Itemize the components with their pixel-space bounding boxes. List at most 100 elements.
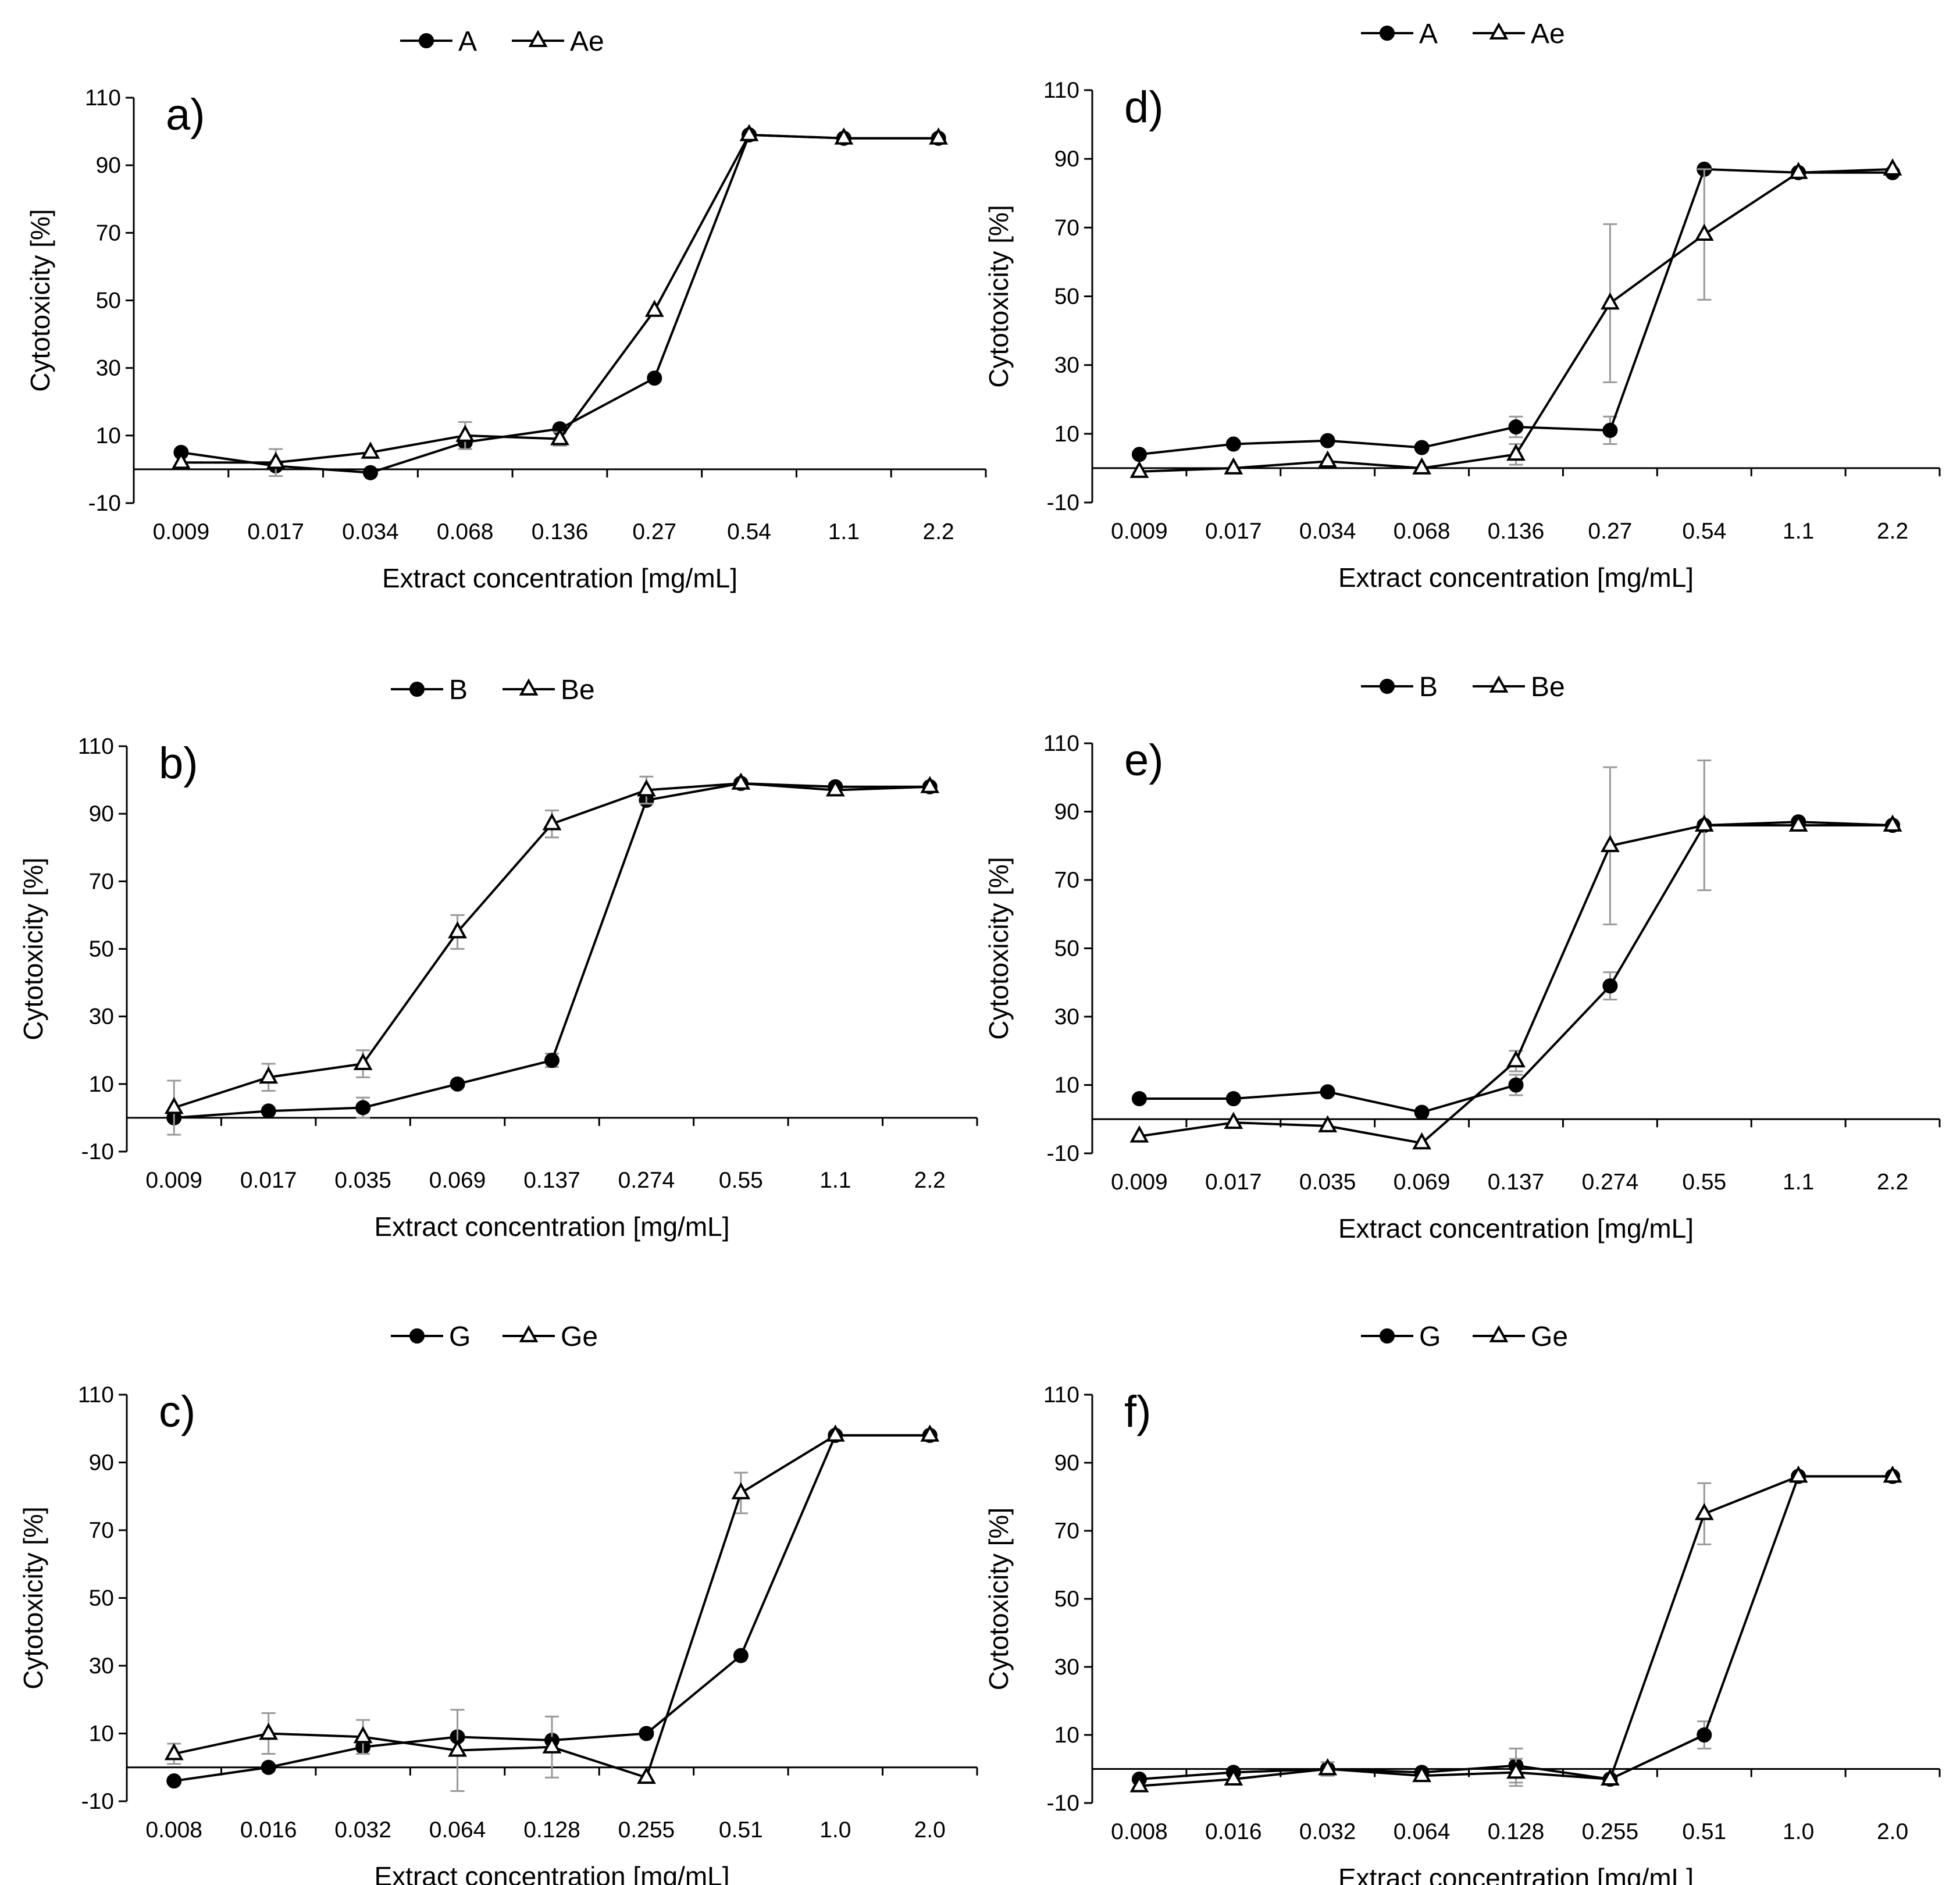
series-G xyxy=(1131,1469,1901,1787)
y-tick-label: 50 xyxy=(89,1586,114,1611)
y-tick-label: -10 xyxy=(1047,1141,1079,1166)
series-line xyxy=(1139,1475,1893,1781)
data-point xyxy=(1506,1050,1526,1068)
x-tick-label: 0.137 xyxy=(523,1168,580,1193)
data-point xyxy=(361,441,380,459)
data-point xyxy=(1602,422,1618,438)
legend-marker xyxy=(519,678,539,696)
y-tick-label: -10 xyxy=(88,491,121,516)
data-point xyxy=(550,428,569,446)
data-point xyxy=(1694,814,1714,832)
data-point xyxy=(266,451,286,469)
panel-label: e) xyxy=(1124,736,1164,785)
x-tick-label: 0.274 xyxy=(618,1168,675,1193)
y-tick-label: 90 xyxy=(96,153,121,178)
y-axis-label: Cytotoxicity [%] xyxy=(983,1508,1014,1690)
chart-panel-c: -10 10 30 50 70 90 110 0.008 0.016 0.032 0.064 0.12… xyxy=(18,1321,978,1885)
x-tick-label: 0.069 xyxy=(1394,1170,1451,1195)
x-axis-label: Extract concentration [mg/mL] xyxy=(1338,562,1694,593)
x-tick-label: 0.274 xyxy=(1582,1170,1639,1195)
x-tick-label: 0.008 xyxy=(1111,1819,1168,1844)
x-tick-label: 0.064 xyxy=(1394,1819,1451,1844)
data-point xyxy=(920,1424,940,1442)
x-tick-label: 0.017 xyxy=(1205,519,1262,544)
data-point xyxy=(1224,1768,1243,1786)
x-tick-label: 0.54 xyxy=(727,519,771,544)
y-tick-label: 10 xyxy=(1054,1073,1079,1098)
data-point xyxy=(1788,814,1808,832)
x-tick-label: 0.069 xyxy=(429,1168,486,1193)
data-point xyxy=(261,1759,276,1775)
x-axis-label: Extract concentration [mg/mL] xyxy=(1338,1213,1694,1243)
x-tick-label: 0.068 xyxy=(1394,519,1451,544)
y-tick-label: -10 xyxy=(1047,490,1079,515)
series-A xyxy=(1131,161,1901,462)
y-tick-label: 30 xyxy=(89,1004,114,1029)
x-tick-label: 0.51 xyxy=(1682,1819,1726,1844)
data-point xyxy=(448,1739,467,1757)
y-tick-label: 10 xyxy=(89,1072,114,1097)
data-point xyxy=(1225,1091,1241,1106)
legend-label: Ae xyxy=(1531,19,1565,49)
legend-label: Be xyxy=(1531,672,1565,703)
y-axis-label: Cytotoxicity [%] xyxy=(983,857,1014,1039)
data-point xyxy=(1320,433,1335,448)
series-A xyxy=(173,127,946,480)
data-point xyxy=(1883,158,1902,176)
data-point xyxy=(929,127,949,145)
y-axis-label: Cytotoxicity [%] xyxy=(18,857,48,1040)
legend-label: B xyxy=(1419,672,1438,703)
data-point xyxy=(1412,1765,1432,1783)
legend-label: Be xyxy=(561,675,595,705)
y-tick-label: 90 xyxy=(1054,1451,1079,1476)
data-point xyxy=(261,1103,276,1119)
legend-marker xyxy=(528,30,548,47)
data-point xyxy=(1225,436,1241,452)
panel-label: d) xyxy=(1124,83,1164,132)
x-tick-label: 0.136 xyxy=(532,519,589,544)
data-point xyxy=(1694,1503,1714,1520)
y-tick-label: 30 xyxy=(89,1654,114,1679)
data-point xyxy=(1320,1084,1335,1100)
data-point xyxy=(171,451,191,469)
x-tick-label: 2.2 xyxy=(923,519,954,544)
x-tick-label: 2.0 xyxy=(914,1818,946,1843)
data-point xyxy=(1600,292,1620,310)
x-tick-label: 0.27 xyxy=(632,519,676,544)
series-Ge xyxy=(164,1424,940,1793)
x-tick-label: 0.034 xyxy=(342,519,399,544)
x-tick-label: 1.0 xyxy=(819,1818,851,1843)
y-tick-label: 30 xyxy=(1054,353,1079,378)
data-point xyxy=(1414,1104,1430,1120)
chart-legend: G Ge xyxy=(391,1321,598,1352)
series-Be xyxy=(1129,759,1902,1150)
y-tick-label: 110 xyxy=(1043,731,1079,756)
y-tick-label: 30 xyxy=(96,356,121,381)
y-tick-label: 70 xyxy=(1054,215,1079,240)
data-point xyxy=(1508,419,1524,435)
legend-marker xyxy=(1489,1325,1509,1342)
y-tick-label: 70 xyxy=(89,869,114,894)
x-tick-label: 1.1 xyxy=(819,1168,851,1193)
x-tick-label: 2.2 xyxy=(1877,1170,1908,1195)
y-tick-label: 10 xyxy=(1054,422,1079,447)
legend-label: B xyxy=(449,675,468,705)
x-axis-label: Extract concentration [mg/mL] xyxy=(374,1211,729,1242)
data-point xyxy=(825,1424,845,1442)
legend-label: A xyxy=(458,26,477,57)
data-point xyxy=(259,1066,279,1084)
x-axis-label: Extract concentration [mg/mL] xyxy=(382,563,737,593)
legend-label: G xyxy=(449,1321,471,1352)
data-point xyxy=(1412,457,1432,475)
x-tick-label: 1.0 xyxy=(1783,1819,1814,1844)
legend-marker xyxy=(1489,22,1509,40)
data-point xyxy=(639,1726,654,1741)
y-tick-label: 90 xyxy=(1054,800,1079,825)
series-Be xyxy=(164,772,940,1136)
data-point xyxy=(1508,1077,1524,1093)
data-point xyxy=(544,1053,560,1068)
x-tick-label: 0.136 xyxy=(1488,519,1545,544)
data-point xyxy=(1131,1091,1147,1106)
x-tick-label: 0.009 xyxy=(145,1168,202,1193)
x-axis-label: Extract concentration [mg/mL] xyxy=(1338,1863,1694,1885)
